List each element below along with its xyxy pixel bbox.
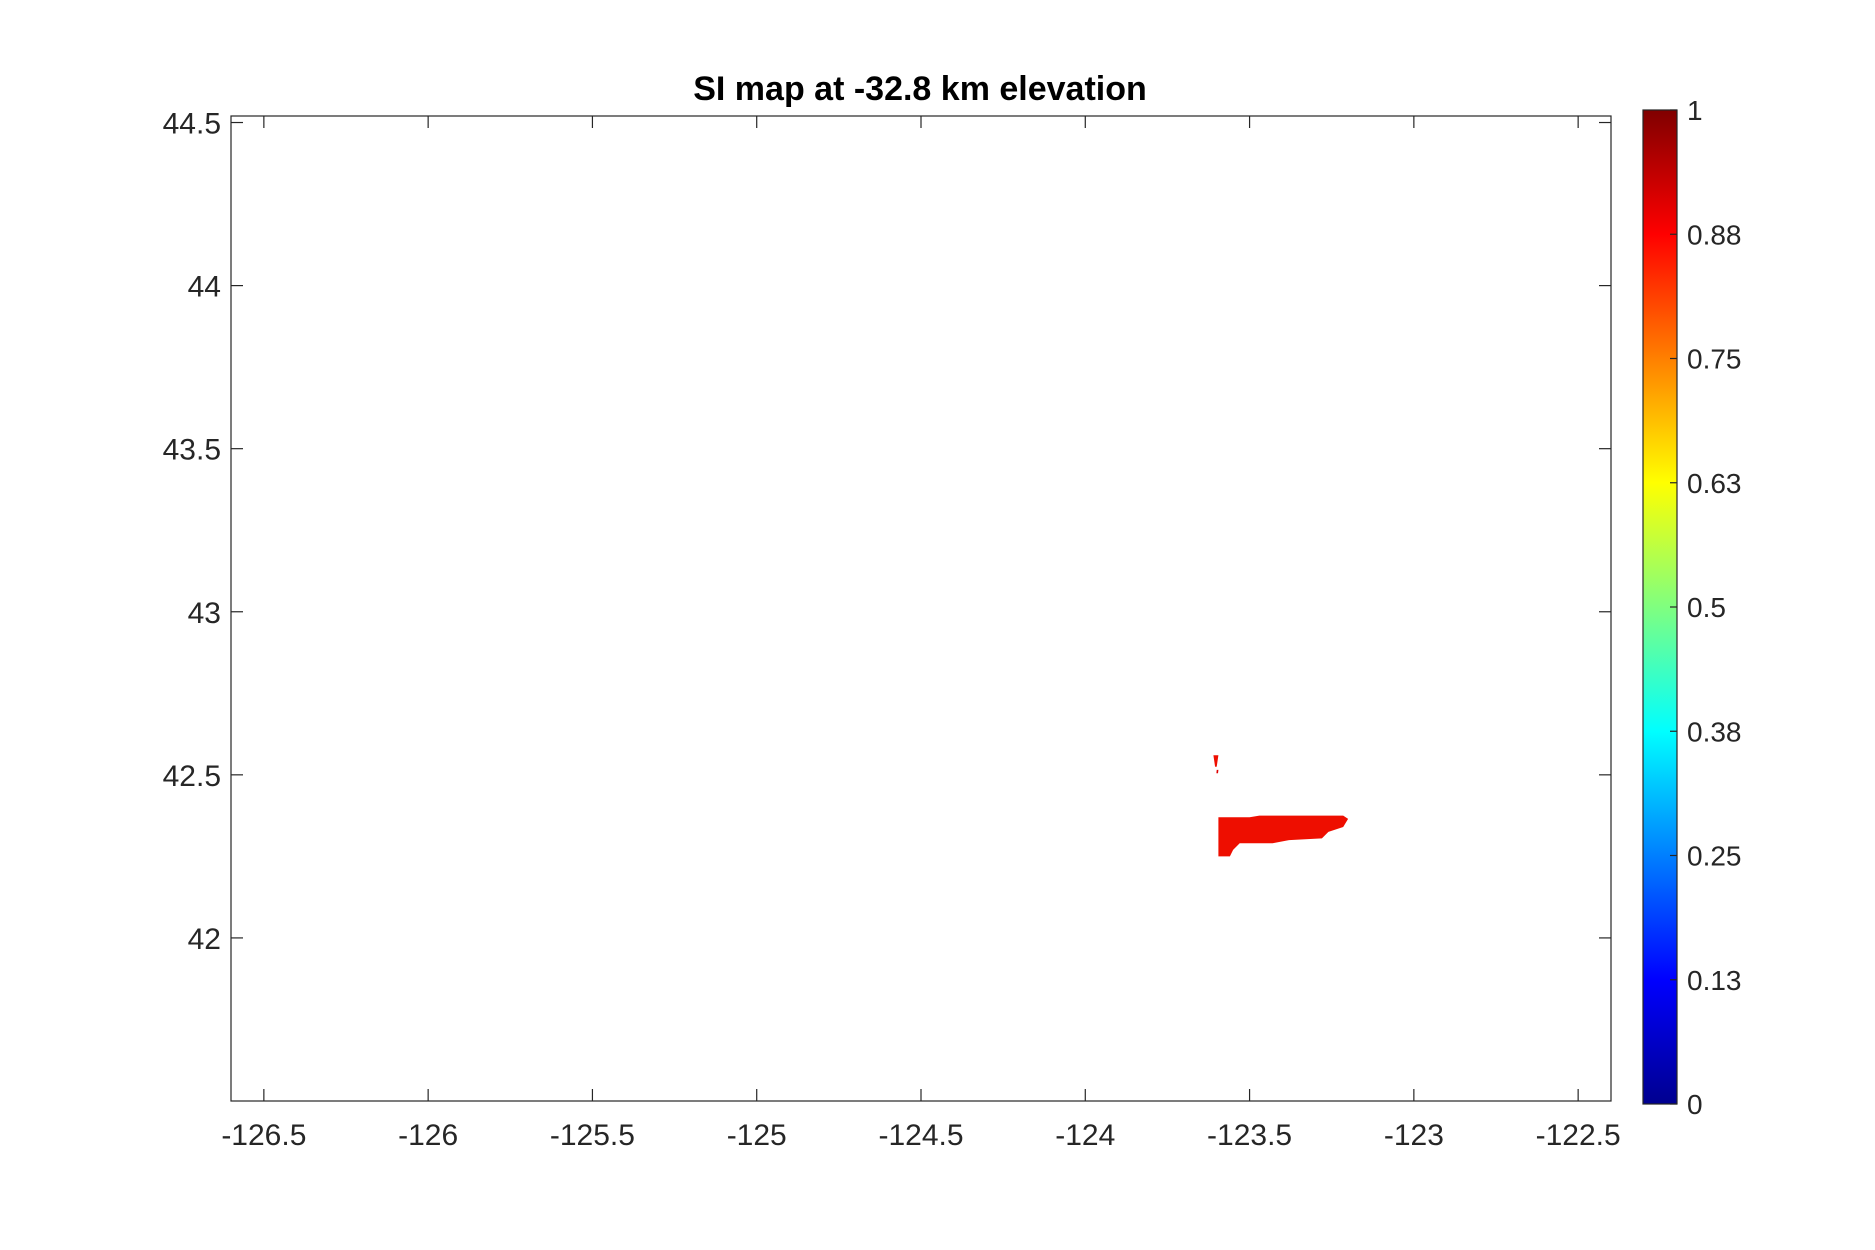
x-tick-label: -126.5 bbox=[221, 1119, 306, 1152]
x-tick-label: -124.5 bbox=[878, 1119, 963, 1152]
si-regions bbox=[1213, 755, 1349, 857]
colorbar-tick-label: 0.38 bbox=[1687, 716, 1742, 747]
colorbar-tick-label: 0.63 bbox=[1687, 468, 1742, 499]
y-tick-label: 44.5 bbox=[163, 108, 221, 141]
x-tick-label: -124 bbox=[1055, 1119, 1115, 1152]
si-region-1 bbox=[1213, 755, 1219, 767]
y-tick-label: 44 bbox=[188, 271, 221, 304]
x-tick-label: -125 bbox=[727, 1119, 787, 1152]
x-tick-label: -122.5 bbox=[1536, 1119, 1621, 1152]
si-region-2 bbox=[1216, 769, 1219, 774]
x-axis: -126.5 -126 -125.5 -125 -124.5 -124 -123.5 -123… bbox=[221, 116, 1621, 1152]
colorbar-tick-label: 0.13 bbox=[1687, 965, 1742, 996]
colorbar: 0 0.13 0.25 0.38 0.5 0.63 0.75 0.88 1 bbox=[1642, 95, 1742, 1120]
y-tick-label: 42 bbox=[188, 923, 221, 956]
colorbar-tick-label: 0.5 bbox=[1687, 592, 1726, 623]
colorbar-tick-label: 0.25 bbox=[1687, 841, 1742, 872]
y-tick-label: 43.5 bbox=[163, 434, 221, 467]
colorbar-tick-label: 0.88 bbox=[1687, 219, 1742, 250]
x-tick-label: -123 bbox=[1384, 1119, 1444, 1152]
y-tick-label: 42.5 bbox=[163, 760, 221, 793]
y-axis: 42 42.5 43 43.5 44 44.5 bbox=[163, 108, 1611, 956]
y-tick-label: 43 bbox=[188, 597, 221, 630]
x-tick-label: -123.5 bbox=[1207, 1119, 1292, 1152]
si-region-0 bbox=[1218, 815, 1349, 857]
x-tick-label: -125.5 bbox=[550, 1119, 635, 1152]
x-tick-label: -126 bbox=[398, 1119, 458, 1152]
colorbar-tick-label: 0 bbox=[1687, 1089, 1703, 1120]
chart-title: SI map at -32.8 km elevation bbox=[693, 70, 1147, 108]
colorbar-tick-label: 1 bbox=[1687, 95, 1703, 126]
colorbar-tick-label: 0.75 bbox=[1687, 344, 1742, 375]
plot-area bbox=[231, 116, 1611, 1101]
